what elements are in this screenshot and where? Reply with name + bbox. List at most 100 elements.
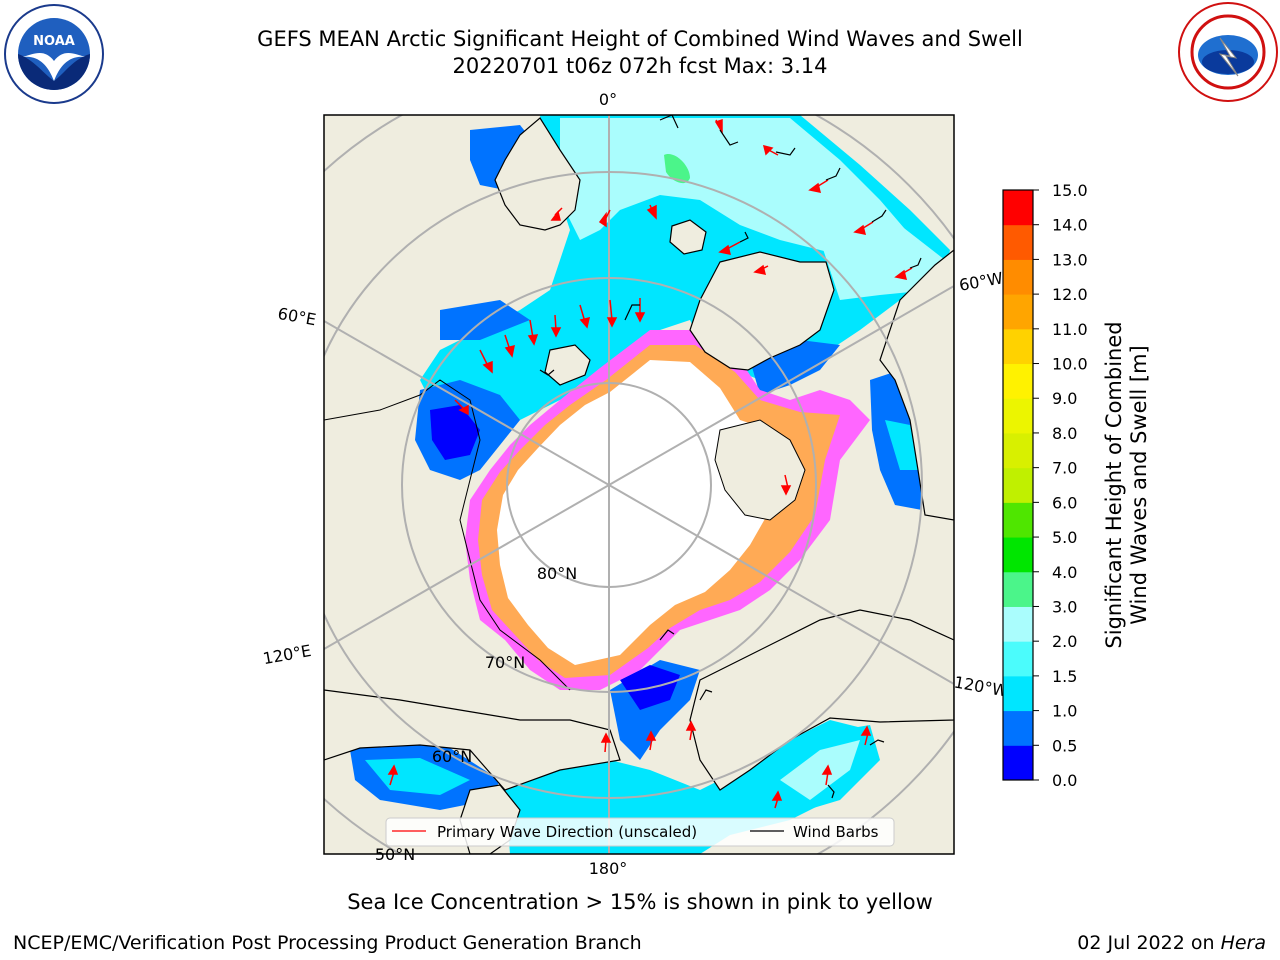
ocean-kara-deep [430, 405, 480, 460]
machine-name: Hera [1220, 932, 1266, 954]
wave-arrowhead [634, 312, 646, 323]
wave-arrowhead [527, 334, 539, 346]
colorbar-bin [1003, 675, 1033, 712]
wave-arrowhead [387, 764, 399, 775]
meridian-120e [324, 484, 610, 650]
wave-arrowhead [860, 725, 872, 736]
wave-arrowhead [821, 764, 833, 775]
wave-direction-arrows [387, 118, 913, 809]
wave-arrowhead [598, 211, 607, 228]
colorbar-bin [1003, 294, 1033, 330]
colorbar-bin [1003, 537, 1033, 573]
lon-label-120e: 120°E [261, 641, 312, 668]
wave-arrowhead [504, 344, 515, 358]
colorbar-tick-label: 8.0 [1052, 424, 1077, 443]
colorbar [1002, 189, 1034, 781]
sea-ice-pack [497, 360, 790, 665]
wind-barb [909, 257, 922, 269]
colorbar-tick-label: 11.0 [1052, 320, 1088, 339]
meridian-120w [608, 484, 954, 685]
wave-arrowhead [482, 360, 493, 374]
wave-arrowhead [762, 144, 774, 156]
credit-line: NCEP/EMC/Verification Post Processing Pr… [13, 932, 642, 954]
colorbar-tick-label: 1.0 [1052, 702, 1077, 721]
wave-arrowhead [600, 732, 612, 743]
lon-label-60w: 60°W [958, 268, 1005, 294]
colorbar-tick-label: 12.0 [1052, 285, 1088, 304]
colorbar-bin [1003, 606, 1033, 642]
lat-label-60: 60°N [432, 747, 472, 766]
colorbar-tick-label: 2.0 [1052, 632, 1077, 651]
colorbar-bin [1003, 328, 1033, 365]
chart-subtitle: 20220701 t06z 072h fcst Max: 3.14 [452, 54, 828, 78]
land-svalbard [669, 219, 707, 255]
colorbar-bin [1003, 745, 1033, 781]
colorbar-label-line2: Wind Waves and Swell [m] [1127, 345, 1151, 625]
wind-barb [659, 115, 679, 129]
colorbar-tick-label: 13.0 [1052, 250, 1088, 269]
colorbar-bin [1003, 190, 1033, 226]
map-frame [323, 114, 955, 855]
wave-arrowhead [550, 327, 562, 338]
colorbar-tick-label: 10.0 [1052, 355, 1088, 374]
wave-arrowhead [718, 244, 732, 255]
wave-arrow [609, 299, 613, 321]
colorbar-bin [1003, 571, 1033, 607]
colorbar-ticks: 15.0 14.0 13.0 12.0 11.0 10.0 9.0 8.0 7.0 6.0 5.0 4… [1033, 181, 1088, 790]
land-alaska [689, 609, 954, 791]
colorbar-bin [1003, 467, 1033, 503]
colorbar-tick-label: 7.0 [1052, 459, 1077, 478]
sea-ice-note: Sea Ice Concentration > 15% is shown in … [347, 890, 933, 914]
colorbar-tick-label: 14.0 [1052, 216, 1088, 235]
wave-arrowhead [579, 316, 590, 329]
noaa-text: NOAA [33, 34, 75, 49]
wave-arrowhead [458, 404, 469, 416]
colorbar-bin [1003, 398, 1033, 434]
wave-arrowhead [646, 204, 657, 220]
colorbar-frame [1002, 189, 1034, 781]
land-siberia-coast [324, 379, 571, 691]
chart-title: GEFS MEAN Arctic Significant Height of C… [257, 27, 1023, 51]
nws-logo [1178, 2, 1278, 102]
lon-label-180: 180° [589, 859, 628, 878]
colorbar-tick-label: 9.0 [1052, 389, 1077, 408]
wind-barb [699, 689, 713, 701]
colorbar-bin [1003, 363, 1033, 399]
wind-barb [624, 304, 640, 321]
colorbar-bin [1003, 224, 1033, 260]
colorbar-label: Significant Height of Combined Wind Wave… [1102, 321, 1152, 648]
colorbar-bin [1003, 710, 1033, 746]
colorbar-tick-label: 0.5 [1052, 736, 1077, 755]
wind-barb [869, 739, 885, 746]
lat-label-70: 70°N [485, 653, 525, 672]
wind-barb [739, 231, 749, 243]
wind-barb [659, 629, 675, 641]
lon-label-60e: 60°E [276, 304, 317, 329]
graticule [324, 115, 954, 854]
wind-barb [827, 784, 835, 799]
wave-arrowhead [685, 720, 697, 731]
lat-label-50: 50°N [375, 845, 415, 864]
colorbar-tick-label: 4.0 [1052, 563, 1077, 582]
meridian-60e [324, 320, 610, 486]
colorbar-tick-label: 6.0 [1052, 493, 1077, 512]
colorbar-bin [1003, 502, 1033, 538]
date-line: 02 Jul 2022 on Hera [1077, 932, 1266, 954]
ocean-okhotsk-light [365, 758, 470, 795]
wind-barb [775, 147, 796, 156]
meridian-60w [608, 285, 954, 486]
wave-arrowhead [894, 269, 908, 280]
wave-arrowhead [853, 224, 867, 235]
wave-arrowhead [808, 182, 822, 193]
land-scandinavia [494, 117, 581, 231]
legend-wave-label: Primary Wave Direction (unscaled) [437, 823, 697, 841]
ocean-swell-3m [664, 154, 690, 184]
colorbar-tick-label: 1.5 [1052, 667, 1077, 686]
map-legend: Primary Wave Direction (unscaled) Wind B… [385, 817, 895, 847]
colorbar-tick-label: 0.0 [1052, 771, 1077, 790]
colorbar-tick-label: 3.0 [1052, 597, 1077, 616]
wave-arrowhead [645, 730, 657, 741]
colorbar-bin [1003, 259, 1033, 295]
land-novaya-zemlya [544, 344, 591, 386]
